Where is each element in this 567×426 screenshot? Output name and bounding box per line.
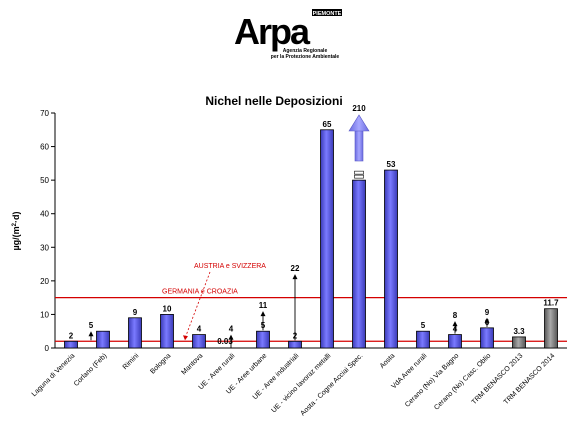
bar-value-label: 6 — [485, 318, 490, 327]
bar — [96, 330, 110, 349]
bar — [128, 317, 142, 349]
bar-value-label: 4 — [197, 325, 202, 334]
bar-labels: 2 9 10 4 0.03 5 2 65 210 53 5 4 6 3.3 11.7 — [69, 104, 559, 346]
overflow-arrow-shaft — [354, 128, 364, 162]
logo-line2: per la Protezione Ambientale — [271, 54, 340, 60]
reference-leader-head — [183, 335, 188, 341]
range-arrow-head — [484, 317, 490, 323]
x-tick-label: UE - vicino lavoraz metalli — [271, 352, 333, 414]
logo-region: PIEMONTE — [313, 11, 342, 17]
logo-brand: Arpa — [234, 11, 311, 52]
x-tick-label: Aosta — [379, 352, 397, 370]
range-arrow-label: 9 — [485, 308, 490, 317]
y-tick-label: 50 — [40, 176, 49, 185]
bar-value-label: 3.3 — [513, 327, 525, 336]
bar-value-label: 5 — [261, 321, 266, 330]
bar-value-label: 210 — [352, 104, 366, 113]
bars — [64, 114, 558, 349]
bar — [544, 308, 558, 349]
reference-label-austria: AUSTRIA e SVIZZERA — [194, 263, 266, 270]
x-tick-label: Laguna di Venezia — [31, 352, 77, 398]
x-tick-label: Rimini — [122, 352, 141, 371]
bar-value-label: 0.03 — [217, 337, 233, 346]
bar-value-label: 5 — [421, 321, 426, 330]
range-arrow-head — [260, 311, 266, 317]
overflow-arrow-head — [348, 114, 370, 132]
y-tick-label: 60 — [40, 143, 49, 152]
y-tick-label: 20 — [40, 277, 49, 286]
bar-value-label: 2 — [69, 331, 74, 340]
bar — [416, 330, 430, 349]
x-tick-label: Aosta - Cogne Acciai Spec. — [299, 352, 364, 417]
bar — [352, 179, 366, 349]
y-tick-label: 70 — [40, 109, 49, 118]
bar-break-mark — [354, 174, 364, 179]
bar — [320, 129, 334, 349]
bar — [64, 340, 78, 349]
bar-value-label: 53 — [387, 160, 396, 169]
bar-value-label: 11.7 — [543, 299, 559, 308]
range-arrow-label: 11 — [259, 301, 268, 310]
x-tick-label: Cerano (No) Casc. Oblio — [433, 352, 492, 411]
bar — [192, 334, 206, 349]
range-arrows: 5 4 11 22 8 9 — [88, 264, 490, 348]
range-arrow-label: 22 — [291, 264, 300, 273]
range-arrow-head — [88, 331, 94, 337]
bar — [384, 169, 398, 349]
range-arrow-label: 5 — [89, 321, 94, 330]
bar — [288, 340, 302, 349]
logo-line1: Agenzia Regionale — [283, 48, 328, 54]
range-arrow-label: 4 — [229, 325, 234, 334]
range-arrow-head — [292, 274, 298, 280]
bar-value-label: 4 — [453, 325, 458, 334]
bar-value-label: 9 — [133, 308, 138, 317]
bar — [480, 327, 494, 349]
bar — [448, 334, 462, 349]
y-axis-label: µg/(m2·d) — [11, 211, 21, 250]
y-tick-label: 30 — [40, 243, 49, 252]
bar-value-label: 2 — [293, 331, 298, 340]
bar-value-label: 65 — [323, 120, 332, 129]
range-arrow-head — [228, 334, 234, 340]
logo-region-box — [312, 9, 342, 16]
range-arrow-head — [452, 321, 458, 327]
bar — [256, 330, 270, 349]
bar — [512, 336, 526, 349]
x-tick-label: Corlano (Feb) — [73, 352, 108, 387]
bar-break-mark — [354, 170, 364, 175]
reference-label-germania: GERMANIA e CROAZIA — [162, 289, 238, 296]
chart-title: Nichel nelle Deposizioni — [205, 94, 342, 108]
range-arrow-label: 8 — [453, 311, 458, 320]
y-tick-label: 40 — [40, 210, 49, 219]
y-tick-label: 10 — [40, 310, 49, 319]
x-tick-label: Bologna — [149, 352, 172, 375]
arpa-logo: PIEMONTE Arpa Agenzia Regionale per la P… — [230, 8, 350, 64]
bar-value-label: 10 — [163, 304, 172, 313]
bar — [160, 314, 174, 349]
x-tick-label: Cerano (No) Via Bagno — [404, 352, 460, 408]
y-tick-label: 0 — [45, 344, 50, 353]
x-tick-label: Mantova — [180, 352, 204, 376]
